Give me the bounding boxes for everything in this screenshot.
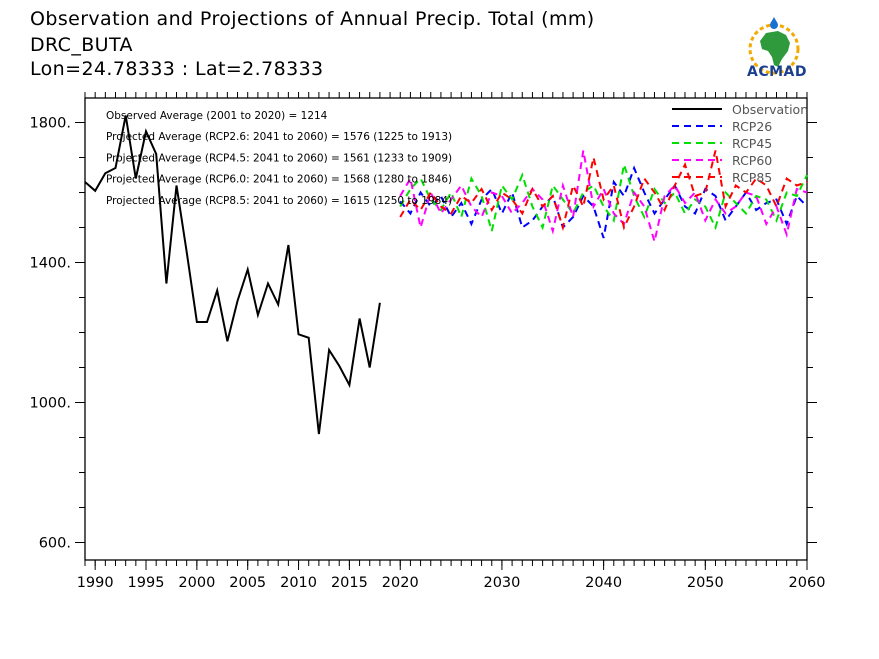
x-tick-label: 2005 [229,575,266,591]
annotation-text: Projected Average (RCP6.0: 2041 to 2060)… [106,174,452,186]
annotation-text: Projected Average (RCP8.5: 2041 to 2060)… [106,195,452,207]
annotation-text: Projected Average (RCP4.5: 2041 to 2060)… [106,152,452,164]
legend: Observation RCP26 RCP45 RCP60 RCP85 [672,102,808,185]
x-tick-label: 1990 [77,575,114,591]
legend-label: RCP60 [732,153,772,168]
x-tick-label: 2020 [382,575,419,591]
plot-frame [84,97,808,561]
y-tick-label: 1400. [29,256,71,272]
annotation-layer: Observed Average (2001 to 2020) = 1214 Pr… [106,110,452,207]
acmad-logo-text: ACMAD [747,64,807,80]
annotation-text: Observed Average (2001 to 2020) = 1214 [106,110,328,122]
x-tick-label: 2010 [280,575,317,591]
legend-label: RCP85 [732,170,772,185]
legend-label: Observation [732,102,808,117]
x-tick-label: 2040 [585,575,622,591]
series-line-observation [84,115,381,435]
acmad-logo-icon [748,17,800,75]
chart-title: Observation and Projections of Annual Pr… [30,8,595,30]
x-tick-label: 2015 [331,575,368,591]
x-tick-label: 2000 [178,575,215,591]
y-tick-label: 600. [39,536,71,552]
annotation-text: Projected Average (RCP2.6: 2041 to 2060)… [106,131,452,143]
station-coordinates: Lon=24.78333 : Lat=2.78333 [30,58,324,80]
x-tick-label: 2050 [687,575,724,591]
series-layer [84,115,808,435]
chart-axes: 1990 1995 2000 2005 2010 2015 2020 2030 2040 2050… [29,92,825,591]
legend-label: RCP26 [732,119,772,134]
x-tick-label: 1995 [128,575,165,591]
x-tick-label: 2030 [483,575,520,591]
x-tick-label: 2060 [789,575,826,591]
series-line-rcp45 [399,164,808,232]
y-tick-label: 1800. [29,116,71,132]
y-tick-label: 1000. [29,396,71,412]
station-name: DRC_BUTA [30,34,133,56]
series-line-rcp85 [399,150,808,232]
legend-label: RCP45 [732,136,772,151]
